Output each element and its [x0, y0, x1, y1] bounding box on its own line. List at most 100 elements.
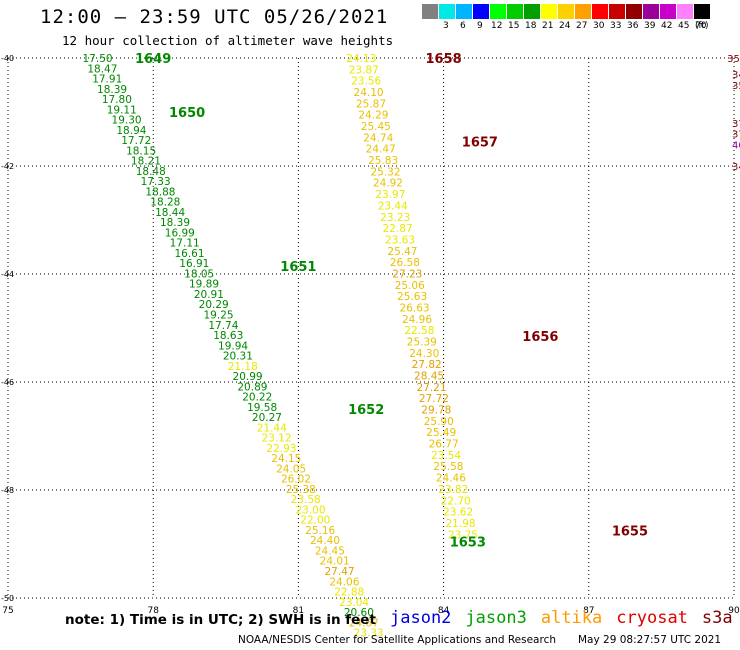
legend-swatch	[643, 4, 660, 19]
swh-value-jason3: 24.67	[349, 617, 379, 629]
swh-value-jason3: 20.22	[242, 392, 272, 404]
swh-value-s3a: 24.74	[363, 132, 393, 144]
legend-swatch	[575, 4, 592, 19]
footer-note: note: 1) Time is in UTC; 2) SWH is in fe…	[65, 612, 376, 628]
swh-value-jason3: 18.39	[160, 217, 190, 229]
x-tick-label: 75	[2, 606, 13, 616]
swh-value-jason3: 24.01	[320, 556, 350, 568]
legend-label: 70	[695, 21, 707, 31]
swh-value-s3a: 23.82	[438, 484, 468, 496]
pass-number-label: 1653	[450, 535, 486, 550]
swh-value-jason3: 26.02	[281, 474, 311, 486]
legend-swatch	[677, 4, 694, 19]
legend-label: 39	[644, 21, 656, 31]
legend-swatch	[524, 4, 541, 19]
swh-value-jason3: 24.15	[271, 453, 301, 465]
legend-label: 33	[610, 21, 622, 31]
swh-value-jason3: 19.11	[107, 104, 137, 116]
swh-value-s3a: 24.13	[346, 53, 376, 65]
edge-swh-value: 35.6	[727, 54, 740, 65]
swh-value-jason3: 25.38	[286, 484, 316, 496]
swh-value-jason3: 17.91	[92, 74, 122, 86]
swh-value-jason3: 22.93	[266, 443, 296, 455]
credit-text: NOAA/NESDIS Center for Satellite Applica…	[238, 634, 556, 646]
swh-value-s3a: 22.87	[383, 223, 413, 235]
swh-value-s3a: 23.54	[431, 450, 461, 462]
legend-swatch	[558, 4, 575, 19]
legend-swatch	[626, 4, 643, 19]
y-tick-label: -40	[1, 54, 14, 63]
swh-value-s3a: 25.63	[397, 291, 427, 303]
pass-number-label: 1656	[522, 330, 558, 345]
swh-value-jason3: 18.39	[97, 84, 127, 96]
swh-value-jason3: 19.25	[204, 310, 234, 322]
legend-swatch	[694, 4, 711, 19]
swh-value-s3a: 21.98	[446, 518, 476, 530]
satellite-label: jason2	[390, 608, 452, 628]
swh-value-s3a: 23.56	[351, 76, 381, 88]
legend-label: 18	[525, 21, 537, 31]
swh-value-jason3: 19.89	[189, 279, 219, 291]
swh-value-s3a: 28.45	[414, 371, 444, 383]
legend-label: 24	[559, 21, 571, 31]
swh-value-jason3: 23.58	[291, 494, 321, 506]
swh-value-jason3: 18.28	[150, 197, 180, 209]
swh-value-jason3: 22.00	[300, 515, 330, 527]
swh-value-s3a: 24.47	[366, 144, 396, 156]
legend-label: 6	[460, 21, 466, 31]
swh-value-s3a: 25.83	[368, 155, 398, 167]
legend-label: 27	[576, 21, 588, 31]
swh-value-jason3: 16.99	[165, 227, 195, 239]
swh-value-jason3: 20.29	[199, 299, 229, 311]
x-tick-label: 81	[293, 606, 304, 616]
swh-value-s3a: 26.63	[400, 302, 430, 314]
satellite-legend: jason2 jason3 altika cryosat s3a	[390, 608, 740, 628]
satellite-label: jason3	[465, 608, 527, 628]
satellite-label: cryosat	[616, 608, 688, 628]
swh-value-jason3: 18.63	[213, 330, 243, 342]
swh-value-s3a: 24.10	[354, 87, 384, 99]
swh-value-jason3: 20.89	[237, 381, 267, 393]
y-tick-label: -44	[1, 270, 14, 279]
swh-value-s3a: 23.44	[378, 200, 408, 212]
legend-swatch	[456, 4, 473, 19]
swh-value-s3a: 26.77	[429, 439, 459, 451]
x-tick-label: 84	[438, 606, 450, 616]
y-tick-label: -46	[1, 378, 14, 387]
y-tick-label: -50	[1, 594, 14, 603]
legend-label: 3	[443, 21, 449, 31]
swh-value-s3a: 27.23	[392, 268, 422, 280]
satellite-label: altika	[540, 608, 603, 628]
swh-value-jason3: 25.16	[305, 525, 335, 537]
swh-value-s3a: 25.39	[407, 337, 437, 349]
legend-swatch	[490, 4, 507, 19]
swh-value-jason3: 17.80	[102, 94, 132, 106]
swh-value-jason3: 24.06	[329, 576, 359, 588]
swh-value-s3a: 24.46	[436, 473, 466, 485]
pass-number-label: 1649	[135, 52, 171, 67]
swh-value-jason3: 20.60	[344, 607, 374, 619]
edge-swh-value: 37	[732, 130, 740, 141]
swh-value-jason3: 17.50	[83, 53, 113, 65]
legend-swatch	[473, 4, 490, 19]
x-tick-label: 90	[728, 606, 740, 616]
swh-value-s3a: 27.21	[416, 382, 446, 394]
swh-value-jason3: 20.27	[252, 412, 282, 424]
swh-value-s3a: 24.92	[373, 178, 403, 190]
color-legend	[422, 4, 711, 19]
pass-number-label: 1658	[426, 52, 462, 67]
legend-swatch	[592, 4, 609, 19]
swh-value-jason3: 19.58	[247, 402, 277, 414]
swh-value-jason3: 23.04	[339, 597, 369, 609]
swh-value-s3a: 24.96	[402, 314, 432, 326]
swh-value-jason3: 18.21	[131, 156, 161, 168]
legend-swatch	[541, 4, 558, 19]
swh-value-jason3: 17.33	[141, 176, 171, 188]
edge-swh-value: 34	[732, 70, 740, 81]
swh-value-jason3: 16.61	[174, 248, 204, 260]
legend-label: 45	[678, 21, 690, 31]
swh-value-s3a: 23.62	[443, 507, 473, 519]
swh-value-jason3: 18.48	[136, 166, 166, 178]
swh-value-jason3: 21.44	[257, 422, 287, 434]
